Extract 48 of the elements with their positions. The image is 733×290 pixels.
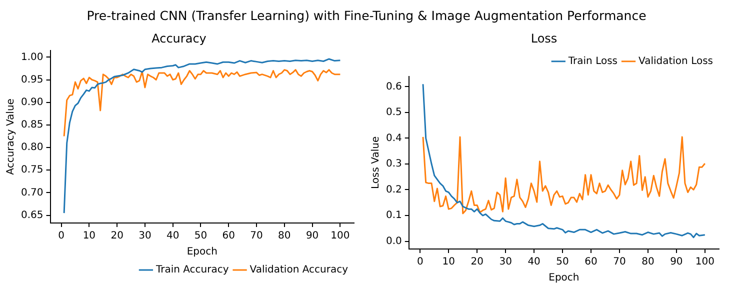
x-tick-label: 90: [670, 256, 683, 268]
x-axis-title: Epoch: [186, 246, 218, 258]
x-tick-label: 70: [613, 256, 626, 268]
y-tick-label: 0.6: [386, 81, 402, 92]
x-tick-label: 0: [416, 256, 424, 268]
x-tick-label: 80: [278, 230, 291, 242]
x-tick-label: 70: [250, 230, 263, 242]
y-axis-title: Loss Value: [370, 136, 382, 189]
y-tick-label: 1.00: [21, 52, 44, 63]
y-tick-label: 0.3: [386, 158, 402, 170]
x-tick-label: 50: [194, 230, 208, 242]
y-tick-label: 0.0: [386, 236, 402, 247]
y-tick-label: 0.65: [21, 210, 44, 221]
x-tick-label: 40: [528, 256, 540, 268]
x-tick-label: 60: [222, 230, 235, 242]
x-tick-label: 0: [58, 230, 64, 242]
legend-label: Train Accuracy: [154, 264, 229, 276]
y-tick-label: 0.95: [21, 74, 44, 86]
legend-label: Validation Loss: [638, 56, 714, 67]
y-tick-label: 0.2: [386, 184, 402, 196]
y-tick-label: 0.90: [21, 96, 44, 108]
x-tick-label: 100: [695, 256, 714, 268]
x-axis-title: Epoch: [548, 272, 580, 284]
x-tick-label: 80: [642, 256, 654, 268]
y-tick-label: 0.4: [386, 132, 402, 144]
y-tick-label: 0.85: [21, 120, 44, 131]
y-axis-title: Accuracy Value: [6, 98, 17, 175]
legend-label: Train Loss: [567, 56, 618, 67]
x-tick-label: 20: [110, 230, 124, 242]
x-tick-label: 40: [166, 230, 180, 242]
y-tick-label: 0.70: [21, 187, 44, 198]
legend-label: Validation Accuracy: [250, 264, 348, 276]
chart-title: Loss: [530, 31, 558, 46]
x-tick-label: 90: [306, 230, 319, 242]
y-tick-label: 0.75: [21, 164, 44, 176]
x-tick-label: 10: [442, 256, 455, 268]
x-tick-label: 10: [82, 230, 96, 242]
x-tick-label: 30: [138, 230, 152, 242]
x-tick-label: 60: [584, 256, 598, 268]
y-tick-label: 0.5: [386, 107, 402, 118]
chart-title: Accuracy: [152, 31, 206, 46]
text: Pre-trained CNN (Transfer Learning) with Fine-Tuning & Image Augmentation Performance: [86, 8, 646, 22]
x-tick-label: 100: [330, 230, 350, 242]
x-tick-label: 20: [470, 256, 484, 268]
y-tick-label: 0.1: [386, 210, 402, 222]
x-tick-label: 30: [499, 256, 512, 268]
y-tick-label: 0.80: [21, 142, 44, 154]
x-tick-label: 50: [556, 256, 569, 268]
